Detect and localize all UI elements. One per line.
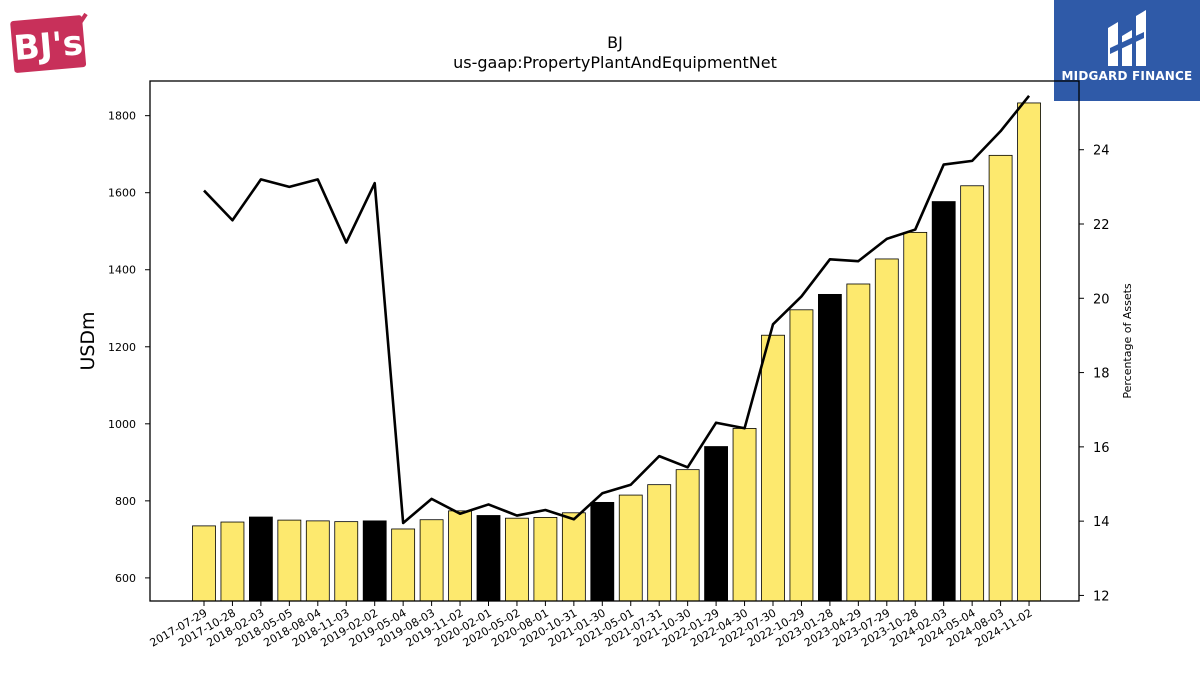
bar-2021-01-30 — [590, 501, 615, 602]
midgard-finance-text: MIDGARD FINANCE — [1061, 69, 1193, 83]
bar-2018-05-05 — [277, 519, 302, 602]
bar-2024-08-03 — [988, 154, 1013, 602]
bar-2023-10-28 — [903, 231, 928, 602]
bar-2023-07-29 — [874, 258, 899, 602]
bar-2022-01-29 — [704, 446, 728, 602]
bar-2017-07-29 — [192, 525, 216, 602]
y2-tick-label-24: 24 — [1093, 144, 1110, 159]
y2-axis-label: Percentage of Assets — [1121, 283, 1134, 399]
plot-frame — [149, 80, 1080, 602]
chart-title: BJ — [607, 33, 623, 52]
bar-2022-04-30 — [732, 428, 757, 602]
bar-2023-04-29 — [846, 283, 871, 602]
bar-2018-02-03 — [248, 516, 273, 602]
chart-subtitle: us-gaap:PropertyPlantAndEquipmentNet — [453, 53, 777, 72]
bar-2021-05-01 — [618, 494, 643, 602]
bar-2024-02-03 — [931, 201, 956, 602]
y-tick-label-1400: 1400 — [108, 264, 136, 277]
midgard-finance-logo: MIDGARD FINANCE — [1054, 0, 1200, 101]
y-tick-label-1600: 1600 — [108, 187, 136, 200]
y-tick-label-1200: 1200 — [108, 341, 136, 354]
y2-tick-label-20: 20 — [1093, 292, 1110, 307]
y2-tick-label-12: 12 — [1093, 589, 1110, 604]
bar-2022-07-30 — [761, 334, 785, 602]
bar-2020-10-31 — [561, 512, 586, 602]
bar-2024-11-02 — [1017, 102, 1041, 602]
bar-2020-02-01 — [476, 515, 501, 602]
y2-tick-label-22: 22 — [1093, 218, 1110, 233]
y-tick-label-1800: 1800 — [108, 110, 136, 123]
bar-2019-02-02 — [362, 520, 387, 602]
y2-tick-label-18: 18 — [1093, 367, 1110, 382]
y-tick-label-600: 600 — [115, 572, 136, 585]
bar-2022-10-29 — [789, 309, 814, 602]
y-tick-label-1000: 1000 — [108, 418, 136, 431]
y-axis-label: USDm — [77, 311, 99, 370]
bjs-logo: BJ's — [8, 8, 90, 76]
bar-2019-05-04 — [391, 528, 416, 602]
bar-2023-01-28 — [818, 293, 842, 602]
bar-2018-11-03 — [334, 521, 359, 602]
bar-2021-10-30 — [675, 469, 700, 602]
y2-tick-label-14: 14 — [1093, 515, 1110, 530]
bar-2017-10-28 — [220, 521, 245, 602]
bar-2024-05-04 — [960, 185, 985, 602]
bar-2020-08-01 — [533, 517, 558, 602]
percentage-of-assets-line — [203, 95, 1031, 525]
midgard-m-icon — [1108, 10, 1146, 66]
y2-tick-label-16: 16 — [1093, 441, 1110, 456]
bar-2019-11-02 — [448, 510, 472, 602]
bar-2021-07-31 — [647, 484, 672, 602]
bar-2019-08-03 — [419, 519, 444, 602]
y-tick-label-800: 800 — [115, 495, 136, 508]
bar-2018-08-04 — [305, 520, 330, 602]
bar-2020-05-02 — [505, 517, 529, 602]
